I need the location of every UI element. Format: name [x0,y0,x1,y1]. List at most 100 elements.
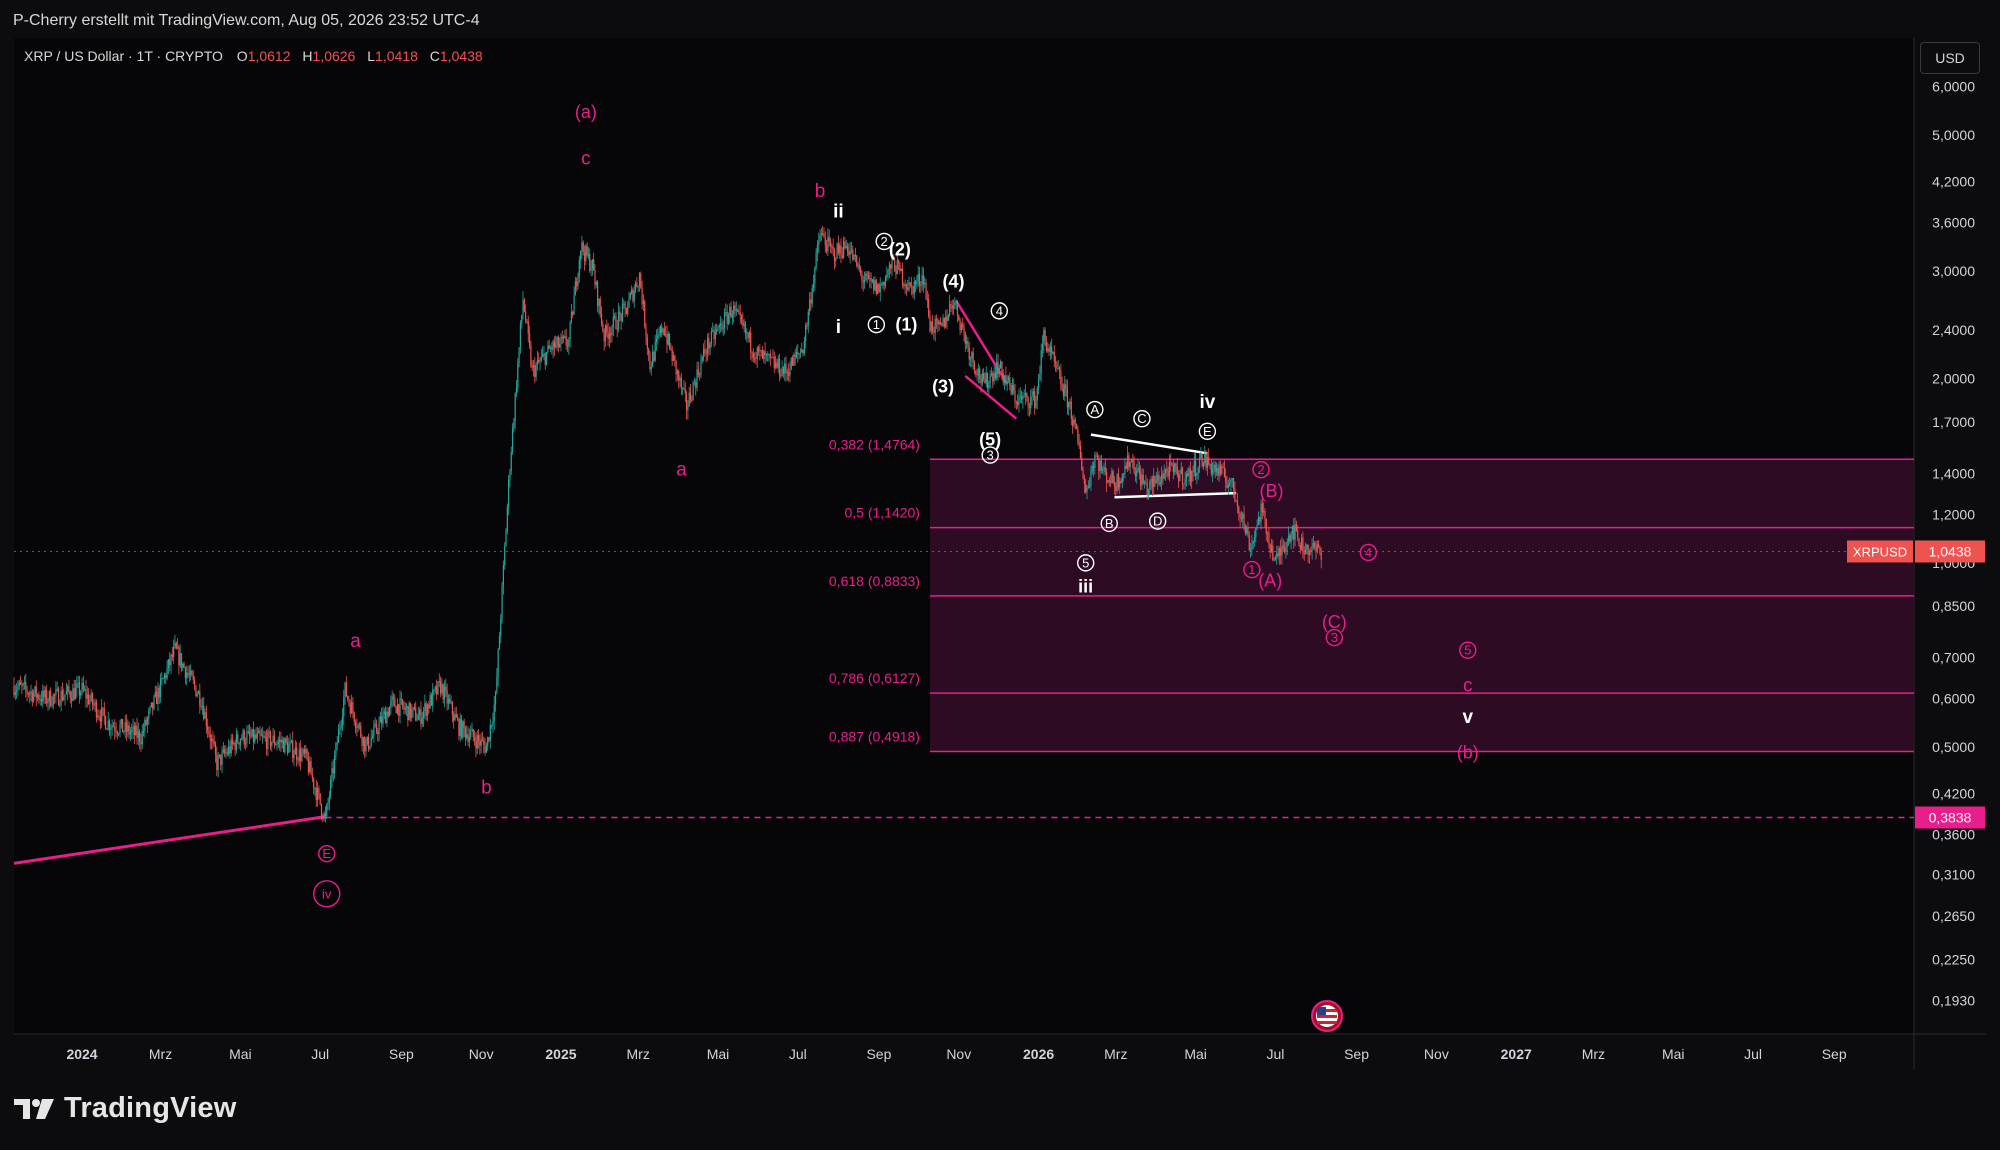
candle-body [30,691,32,694]
candle-body [229,746,231,754]
candle-body [600,313,603,325]
candle-body [562,336,565,339]
currency-button[interactable]: USD [1920,42,1980,74]
brand-name: TradingView [64,1092,237,1124]
candle-body [1234,488,1236,501]
candle-body [739,312,741,316]
candle-body [18,681,20,687]
candle-body [624,303,626,308]
candle-body [748,332,750,339]
candle-body [603,330,605,342]
candle-body [750,332,752,352]
candle-body [149,706,151,711]
candle-body [699,374,701,376]
us-flag-event-icon[interactable] [1311,1000,1343,1032]
candle-body [752,353,754,358]
level-price-tag [1915,806,1985,829]
candle-body [576,281,578,287]
candle-body [36,694,39,698]
candle-body [1099,460,1101,472]
candle-body [183,663,185,668]
candle-body [95,701,98,718]
candle-body [727,315,730,324]
candle-body [1037,380,1040,388]
candle-body [187,672,189,675]
candle-body [764,351,766,355]
candle-body [1091,465,1093,472]
candle-body [1308,550,1311,555]
candle-body [1130,459,1133,463]
wave-label-circle [1359,543,1378,562]
candle-body [1083,478,1085,484]
candle-body [1283,548,1286,552]
candle-body [313,777,315,789]
candle-body [243,730,245,745]
candle-body [1162,473,1164,479]
candle-body [1039,373,1041,381]
candle-body [463,721,465,728]
candle-body [324,813,327,817]
candle-body [778,358,781,376]
candle-body [1164,468,1167,473]
candle-body [549,347,552,349]
candle-body [746,332,748,334]
candle-body [1200,453,1202,459]
candle-body [76,684,78,689]
candle-body [460,718,463,738]
candle-body [853,254,855,260]
x-tick-label: Sep [866,1046,891,1062]
candle-body [521,315,523,325]
candle-body [218,754,221,757]
candle-body [1310,550,1312,552]
candle-body [875,280,877,295]
candle-body [1075,423,1078,429]
candle-body [1151,478,1154,488]
candle-body [1010,385,1012,394]
wave-label: 1 [1248,562,1255,577]
candle-body [420,709,422,724]
y-tick-label: 0,2250 [1932,951,1975,967]
candle-body [733,305,735,315]
candle-body [744,323,747,334]
candle-body [790,357,792,370]
candle-body [128,725,130,735]
candle-body [284,738,286,753]
candle-body [1311,546,1313,552]
candle-body [517,363,519,389]
candle-body [188,674,190,676]
candle-body [294,747,296,755]
candle-body [917,274,919,281]
candle-body [617,311,620,330]
candle-body [791,357,794,366]
tradingview-logo[interactable]: TradingView [14,1092,237,1125]
candle-body [1124,465,1126,474]
price-axis[interactable] [1914,38,1986,1034]
candle-body [1106,471,1108,483]
candle-body [1068,401,1070,408]
candle-body [1210,463,1212,474]
candle-body [1320,552,1322,561]
candle-body [221,751,223,765]
candle-body [1170,462,1172,464]
candle-body [620,313,622,321]
candle-body [771,357,773,359]
candle-body [163,674,166,679]
candle-body [1181,467,1184,484]
candle-body [757,347,760,351]
candle-body [417,715,419,720]
candle-body [1172,466,1174,472]
candle-body [404,708,406,710]
wave-label: 2 [1257,462,1264,477]
time-axis[interactable] [14,1034,1986,1070]
candle-body [532,365,535,368]
candle-body [119,724,121,734]
candle-body [1214,464,1216,472]
candle-body [1104,467,1106,472]
y-tick-label: 0,5000 [1932,739,1975,755]
candle-body [173,646,175,657]
candle-body [1263,511,1265,513]
candle-body [848,251,850,256]
candle-body [29,693,31,695]
candle-body [696,369,698,388]
